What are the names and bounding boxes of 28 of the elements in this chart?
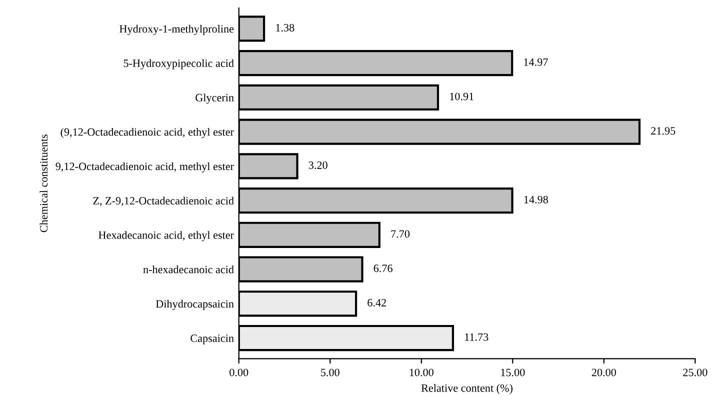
- x-tick-label: 5.00: [321, 368, 340, 376]
- data-label: 6.42: [368, 298, 386, 306]
- y-tick-label: 9,12-Octadecadienoic acid, methyl ester: [56, 162, 234, 172]
- data-label: 11.73: [465, 333, 488, 341]
- y-tick-label: Capsaicin: [190, 334, 234, 344]
- y-tick-label: n-hexadecanoic acid: [143, 265, 234, 274]
- data-label: 10.91: [450, 92, 474, 100]
- data-label: 1.38: [276, 24, 294, 32]
- y-tick-label: (9,12-Octadecadienoic acid, ethyl ester: [60, 128, 234, 138]
- y-axis-title: Chemical constituents: [40, 134, 48, 232]
- data-label: 7.70: [391, 230, 410, 238]
- data-label: 3.20: [308, 161, 328, 170]
- data-label: 14.97: [524, 58, 548, 66]
- data-label: 14.98: [524, 196, 548, 204]
- data-label: 6.76: [374, 264, 392, 272]
- x-tick-label: 10.00: [410, 368, 434, 376]
- x-tick-label: 15.00: [501, 368, 525, 376]
- data-label: 21.95: [651, 127, 676, 135]
- x-axis-title: Relative content (%): [421, 384, 512, 394]
- y-tick-label: Glycerin: [196, 94, 234, 104]
- y-tick-label: Z, Z-9,12-Octadecadienoic acid: [93, 196, 234, 206]
- x-tick-label: 25.00: [683, 368, 708, 376]
- y-tick-label: Hexadecanoic acid, ethyl ester: [98, 231, 234, 242]
- y-tick-label: 5-Hydroxypipecolic acid: [124, 59, 234, 70]
- y-tick-label: Hydroxy-1-methylproline: [120, 24, 234, 35]
- y-tick-label: Dihydrocapsaicin: [156, 300, 234, 310]
- x-tick-label: 0.00: [230, 368, 248, 376]
- x-tick-label: 20.00: [592, 368, 616, 376]
